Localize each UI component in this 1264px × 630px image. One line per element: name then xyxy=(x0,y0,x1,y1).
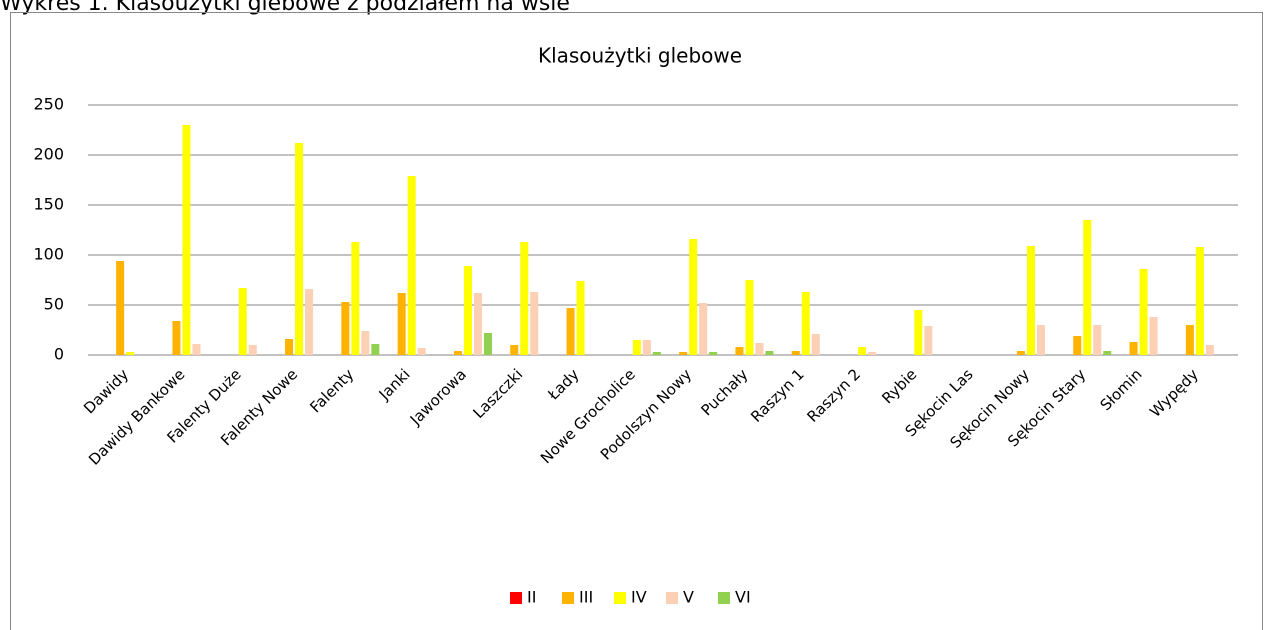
legend-swatch xyxy=(614,592,626,604)
y-tick-label: 50 xyxy=(44,295,64,314)
y-tick-label: 150 xyxy=(33,195,64,214)
bar xyxy=(1073,336,1082,355)
bar xyxy=(1093,325,1102,355)
chart-title: Klasoużytki glebowe xyxy=(538,44,742,68)
chart-frame xyxy=(10,12,1263,630)
bar xyxy=(453,351,462,355)
bar xyxy=(765,351,774,355)
bar xyxy=(1139,269,1148,355)
legend-label: III xyxy=(579,588,593,607)
bar xyxy=(699,303,708,355)
bar xyxy=(1026,246,1035,355)
bar xyxy=(407,176,416,355)
bar xyxy=(1103,351,1112,355)
legend-swatch xyxy=(510,592,522,604)
x-tick-label: Dawidy Bankowe xyxy=(85,365,188,468)
bar xyxy=(182,125,191,355)
bar xyxy=(914,310,923,355)
x-tick-label: Raszyn 2 xyxy=(803,365,864,426)
legend-label: IV xyxy=(631,588,647,607)
bar xyxy=(652,352,661,355)
bar xyxy=(520,242,529,355)
bar xyxy=(735,347,744,355)
x-tick-label: Jaworowa xyxy=(406,365,470,429)
bar xyxy=(679,352,688,355)
y-tick-label: 0 xyxy=(54,345,64,364)
bar xyxy=(791,351,800,355)
bar xyxy=(709,352,718,355)
bar xyxy=(642,340,651,355)
bar xyxy=(811,334,820,355)
bar xyxy=(745,280,754,355)
legend-label: II xyxy=(527,588,536,607)
x-tick-label: Słomin xyxy=(1097,365,1146,414)
x-tick-label: Falenty xyxy=(306,365,357,416)
bar xyxy=(417,348,426,355)
legend-label: VI xyxy=(735,588,751,607)
bar xyxy=(126,352,135,355)
bar xyxy=(371,344,380,355)
bar xyxy=(1195,247,1204,355)
bar xyxy=(361,331,370,355)
bar xyxy=(632,340,641,355)
bar xyxy=(1016,351,1025,355)
bar xyxy=(924,326,933,355)
x-tick-label: Puchały xyxy=(697,365,751,419)
caption: Wykres 1. Klasoużytki glebowe z podziałe… xyxy=(0,0,570,16)
legend-label: V xyxy=(683,588,694,607)
x-tick-label: Łady xyxy=(544,365,583,404)
bar xyxy=(351,242,360,355)
x-tick-label: Nowe Grocholice xyxy=(537,365,639,467)
bar xyxy=(801,292,810,355)
bar xyxy=(295,143,304,355)
bar xyxy=(192,344,201,355)
bar xyxy=(397,293,406,355)
bar xyxy=(530,292,539,355)
y-tick-label: 100 xyxy=(33,245,64,264)
legend-swatch xyxy=(562,592,574,604)
x-tick-label: Dawidy xyxy=(80,365,132,417)
bar xyxy=(248,345,257,355)
x-tick-label: Rybie xyxy=(878,365,920,407)
y-tick-label: 200 xyxy=(33,145,64,164)
bar xyxy=(1205,345,1214,355)
x-tick-label: Wypędy xyxy=(1146,365,1202,421)
bar xyxy=(341,302,350,355)
bar xyxy=(566,308,575,355)
bar xyxy=(238,288,247,355)
bar xyxy=(1149,317,1158,355)
bar xyxy=(305,289,314,355)
x-tick-label: Laszczki xyxy=(470,365,527,422)
bar xyxy=(1083,220,1092,355)
x-tick-label: Janki xyxy=(375,365,414,404)
bar xyxy=(689,239,698,355)
bar xyxy=(483,333,492,355)
bar xyxy=(1129,342,1138,355)
bar xyxy=(868,352,877,355)
bar xyxy=(755,343,764,355)
bar xyxy=(172,321,181,355)
bar xyxy=(473,293,482,355)
bar xyxy=(285,339,294,355)
bar xyxy=(510,345,519,355)
bar xyxy=(576,281,585,355)
bar xyxy=(463,266,472,355)
x-tick-label: Raszyn 1 xyxy=(747,365,808,426)
bar xyxy=(116,261,125,355)
bar xyxy=(858,347,867,355)
legend-swatch xyxy=(718,592,730,604)
bar xyxy=(1185,325,1194,355)
y-tick-label: 250 xyxy=(33,95,64,114)
legend-swatch xyxy=(666,592,678,604)
bar xyxy=(1036,325,1045,355)
